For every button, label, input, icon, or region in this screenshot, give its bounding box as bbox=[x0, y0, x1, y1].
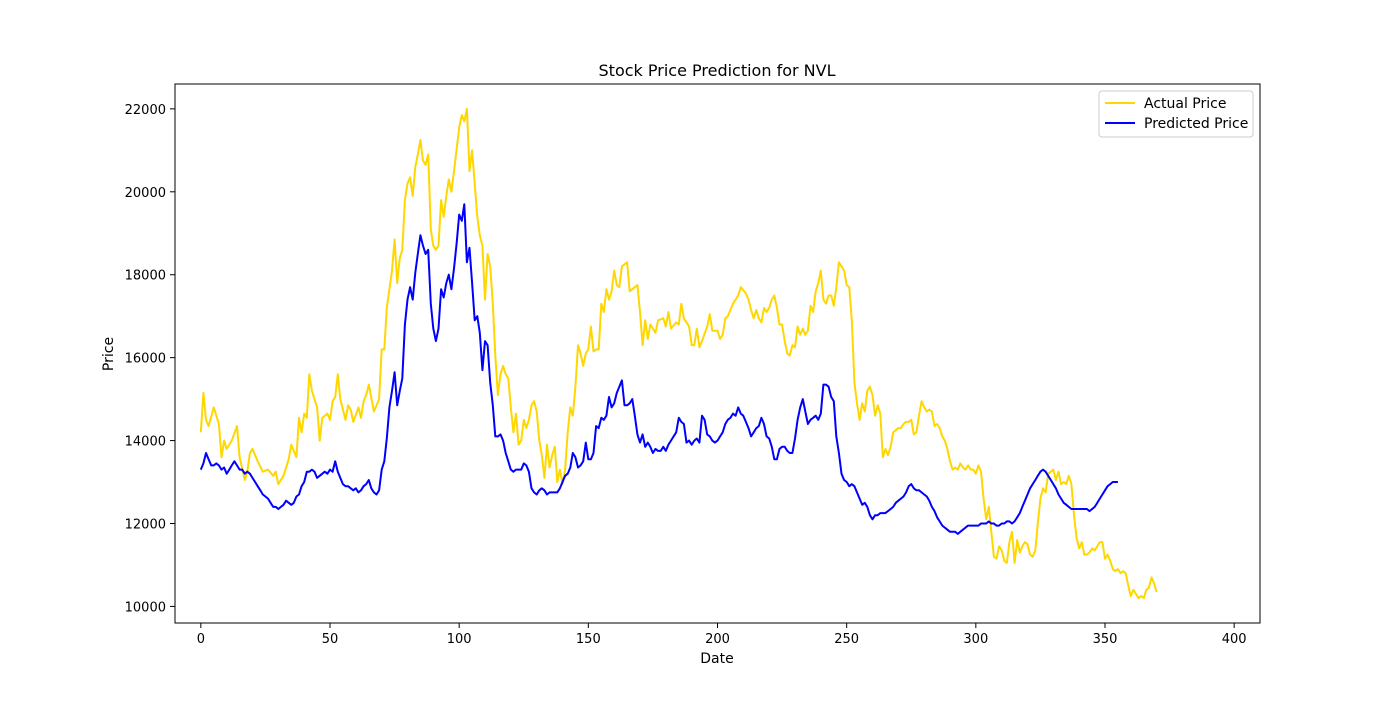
y-axis: 10000 12000 14000 16000 18000 20000 22000 bbox=[125, 103, 175, 615]
legend-label-predicted: Predicted Price bbox=[1144, 116, 1248, 132]
series-layer bbox=[199, 107, 1158, 600]
y-tick-label: 14000 bbox=[125, 435, 166, 450]
y-tick-label: 12000 bbox=[125, 517, 166, 532]
y-tick-label: 10000 bbox=[125, 600, 166, 615]
x-tick-label: 400 bbox=[1222, 632, 1247, 647]
x-tick-label: 350 bbox=[1093, 632, 1118, 647]
x-tick-label: 300 bbox=[963, 632, 988, 647]
x-tick-label: 200 bbox=[705, 632, 730, 647]
y-tick-label: 18000 bbox=[125, 269, 166, 284]
legend-label-actual: Actual Price bbox=[1144, 96, 1226, 112]
series-line-actual bbox=[199, 107, 1158, 600]
x-tick-label: 50 bbox=[322, 632, 339, 647]
x-tick-label: 150 bbox=[576, 632, 601, 647]
series-line-predicted bbox=[199, 203, 1118, 535]
y-tick-label: 22000 bbox=[125, 103, 166, 118]
chart-title: Stock Price Prediction for NVL bbox=[599, 61, 836, 80]
x-tick-label: 100 bbox=[447, 632, 472, 647]
legend-box bbox=[1098, 90, 1254, 138]
y-axis-label: Price bbox=[101, 337, 117, 371]
x-axis-label: Date bbox=[700, 651, 733, 667]
y-tick-label: 16000 bbox=[125, 352, 166, 367]
plot-frame bbox=[174, 83, 1261, 624]
x-tick-label: 0 bbox=[197, 632, 205, 647]
y-tick-label: 20000 bbox=[125, 186, 166, 201]
x-tick-label: 250 bbox=[834, 632, 859, 647]
legend: Actual Price Predicted Price bbox=[1098, 90, 1254, 138]
x-axis: 0 50 100 150 200 250 300 350 400 bbox=[197, 623, 1247, 647]
